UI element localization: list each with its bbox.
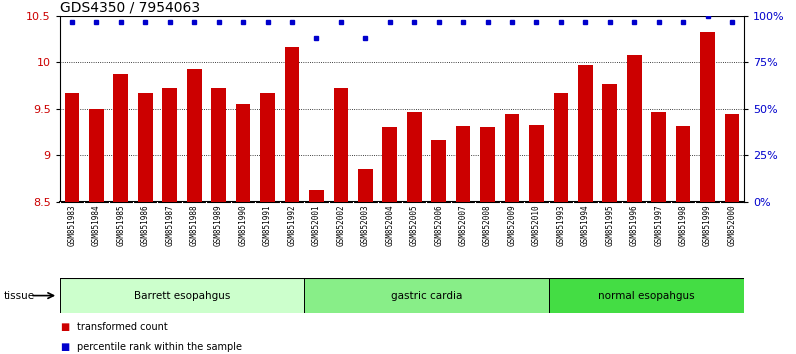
Text: GSM852009: GSM852009 xyxy=(508,204,517,246)
Text: GSM851999: GSM851999 xyxy=(703,204,712,246)
Bar xyxy=(309,190,324,202)
Bar xyxy=(211,88,226,202)
Text: GSM851998: GSM851998 xyxy=(679,204,688,246)
Bar xyxy=(407,112,422,202)
Text: GSM851990: GSM851990 xyxy=(239,204,248,246)
Text: GSM851991: GSM851991 xyxy=(263,204,272,246)
Text: GSM851997: GSM851997 xyxy=(654,204,663,246)
Bar xyxy=(724,114,739,202)
Text: GSM851996: GSM851996 xyxy=(630,204,638,246)
Bar xyxy=(114,74,128,202)
Bar xyxy=(382,127,397,202)
Bar xyxy=(358,169,373,202)
Bar xyxy=(578,65,593,202)
Bar xyxy=(431,139,446,202)
Text: GSM851995: GSM851995 xyxy=(605,204,615,246)
Text: GSM851988: GSM851988 xyxy=(189,204,199,246)
Text: gastric cardia: gastric cardia xyxy=(391,291,462,301)
Text: GSM851987: GSM851987 xyxy=(166,204,174,246)
Bar xyxy=(285,47,299,202)
Bar xyxy=(627,55,642,202)
Text: normal esopahgus: normal esopahgus xyxy=(598,291,695,301)
Bar xyxy=(334,88,348,202)
Bar xyxy=(89,109,103,202)
Text: GDS4350 / 7954063: GDS4350 / 7954063 xyxy=(60,1,200,15)
Text: percentile rank within the sample: percentile rank within the sample xyxy=(77,342,242,352)
Bar xyxy=(529,125,544,202)
Bar xyxy=(187,69,201,202)
Bar xyxy=(505,114,519,202)
Text: ■: ■ xyxy=(60,342,69,352)
Bar xyxy=(456,126,470,202)
Text: GSM851986: GSM851986 xyxy=(141,204,150,246)
Text: GSM851983: GSM851983 xyxy=(68,204,76,246)
Text: GSM852010: GSM852010 xyxy=(532,204,541,246)
Text: GSM852001: GSM852001 xyxy=(312,204,321,246)
Text: GSM852002: GSM852002 xyxy=(337,204,345,246)
Text: GSM852005: GSM852005 xyxy=(410,204,419,246)
Text: transformed count: transformed count xyxy=(77,322,168,332)
Bar xyxy=(260,93,275,202)
Text: GSM851992: GSM851992 xyxy=(287,204,296,246)
Bar xyxy=(138,93,153,202)
Bar xyxy=(553,93,568,202)
Bar xyxy=(162,88,177,202)
Text: GSM851989: GSM851989 xyxy=(214,204,223,246)
FancyBboxPatch shape xyxy=(548,278,744,313)
Text: GSM851985: GSM851985 xyxy=(116,204,125,246)
Bar xyxy=(676,126,690,202)
Text: ■: ■ xyxy=(60,322,69,332)
FancyBboxPatch shape xyxy=(60,278,304,313)
Text: GSM851994: GSM851994 xyxy=(581,204,590,246)
Bar xyxy=(603,84,617,202)
Bar xyxy=(651,112,666,202)
Text: GSM851993: GSM851993 xyxy=(556,204,565,246)
Text: GSM852004: GSM852004 xyxy=(385,204,394,246)
Text: GSM852006: GSM852006 xyxy=(434,204,443,246)
Bar xyxy=(236,104,251,202)
Text: GSM852000: GSM852000 xyxy=(728,204,736,246)
Text: GSM852003: GSM852003 xyxy=(361,204,370,246)
Text: Barrett esopahgus: Barrett esopahgus xyxy=(134,291,230,301)
Text: tissue: tissue xyxy=(4,291,35,301)
FancyBboxPatch shape xyxy=(304,278,548,313)
Bar xyxy=(64,93,80,202)
Text: GSM851984: GSM851984 xyxy=(92,204,101,246)
Bar xyxy=(700,32,715,202)
Text: GSM852007: GSM852007 xyxy=(458,204,467,246)
Bar xyxy=(480,127,495,202)
Text: GSM852008: GSM852008 xyxy=(483,204,492,246)
